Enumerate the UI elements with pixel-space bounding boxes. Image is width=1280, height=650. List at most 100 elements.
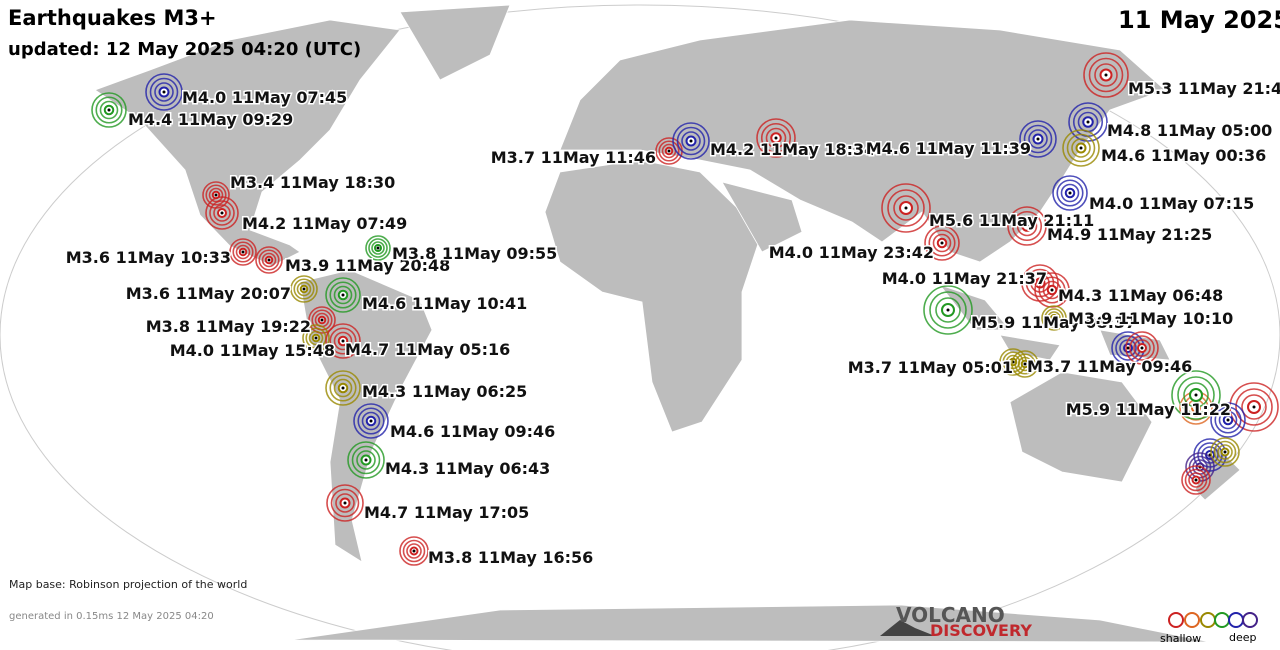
quake-marker — [1210, 437, 1240, 467]
dot — [1194, 478, 1198, 482]
ring — [330, 488, 360, 518]
quake-marker — [399, 536, 429, 566]
dot — [689, 139, 693, 143]
ring — [924, 225, 960, 261]
quake-marker — [325, 277, 361, 313]
ring — [329, 327, 357, 355]
quake-label: M3.7 11May 11:46 — [491, 148, 656, 167]
ring — [765, 127, 787, 149]
ring — [1011, 210, 1043, 242]
ring — [1014, 353, 1036, 375]
ring — [1083, 52, 1129, 98]
quake-marker — [302, 324, 330, 352]
ring — [1210, 402, 1246, 438]
ring — [1088, 57, 1124, 93]
dot — [1140, 346, 1144, 350]
quake-label: M4.0 11May 15:48 — [170, 341, 335, 360]
quake-layer: M4.0 11May 07:45 M4.4 11May 09:29 M3.4 11M… — [64, 52, 1280, 569]
ring — [1188, 472, 1204, 488]
quake-marker — [756, 118, 796, 158]
quake-marker — [326, 484, 364, 522]
ring — [929, 291, 967, 329]
quake-label: M4.0 11May 21:37 — [882, 269, 1047, 288]
ring — [91, 92, 127, 128]
quake-label: M3.8 11May 16:56 — [428, 548, 593, 567]
ring — [1060, 183, 1080, 203]
ring — [232, 241, 254, 263]
ring — [365, 235, 391, 261]
ring — [333, 331, 353, 351]
dot — [1104, 73, 1108, 77]
ring — [406, 543, 422, 559]
quake-label: M4.6 11May 11:39 — [866, 139, 1031, 158]
ring — [145, 73, 183, 111]
ring — [235, 244, 251, 260]
dot — [946, 308, 950, 312]
ring — [325, 370, 361, 406]
ring — [935, 297, 961, 323]
dot — [1223, 450, 1227, 454]
quake-label: M4.2 11May 07:49 — [242, 214, 407, 233]
dot — [1052, 316, 1056, 320]
quake-marker — [1229, 382, 1279, 432]
dot — [904, 206, 908, 210]
dot — [214, 193, 218, 197]
quake-label: M4.6 11May 10:41 — [362, 294, 527, 313]
dot — [1025, 224, 1029, 228]
ring — [1171, 370, 1221, 420]
ring — [333, 285, 353, 305]
logo-top: VOLCANO — [896, 603, 1005, 627]
quake-marker — [1125, 331, 1159, 365]
ring — [676, 126, 706, 156]
quake-marker — [923, 285, 973, 335]
ring — [1019, 120, 1057, 158]
ring — [1017, 356, 1033, 372]
quake-marker — [1019, 120, 1057, 158]
ring — [932, 233, 952, 253]
logo-bottom: DISCOVERY — [930, 621, 1032, 640]
ring — [361, 411, 381, 431]
quake-label: M4.3 11May 06:43 — [385, 459, 550, 478]
ring — [205, 184, 227, 206]
quake-marker — [365, 235, 391, 261]
ring — [229, 238, 257, 266]
dot — [1252, 405, 1256, 409]
ring — [335, 493, 355, 513]
quake-marker — [1210, 402, 1246, 438]
quake-marker — [145, 73, 183, 111]
quake-label: M4.8 11May 05:00 — [1107, 121, 1272, 140]
quake-marker — [1011, 350, 1039, 378]
ring — [99, 100, 119, 120]
depth-legend — [1168, 612, 1258, 628]
quake-label: M5.9 11May 08:37 — [971, 313, 1136, 332]
ring — [1213, 440, 1237, 464]
ring — [333, 378, 353, 398]
quake-marker — [1041, 305, 1067, 331]
ring — [1125, 331, 1159, 365]
dot — [1050, 288, 1054, 292]
quake-marker — [325, 323, 361, 359]
ring — [368, 238, 388, 258]
dot — [1194, 393, 1198, 397]
ring — [1007, 206, 1047, 246]
ring — [326, 484, 364, 522]
ring — [347, 441, 385, 479]
ring — [1052, 175, 1088, 211]
dot — [341, 293, 345, 297]
quake-marker — [1062, 129, 1100, 167]
ring — [923, 285, 973, 335]
quake-marker — [229, 238, 257, 266]
dot — [1036, 137, 1040, 141]
quake-label: M4.3 11May 06:48 — [1058, 286, 1223, 305]
dot — [1068, 191, 1072, 195]
ring — [1042, 280, 1062, 300]
quake-label: M3.8 11May 19:22 — [146, 317, 311, 336]
land — [94, 4, 1241, 643]
ring — [1181, 465, 1211, 495]
ring — [308, 306, 336, 334]
dot — [107, 108, 111, 112]
map-base: Map base: Robinson projection of the wor… — [9, 578, 247, 591]
ring — [1235, 388, 1273, 426]
quake-label: M4.0 11May 07:15 — [1089, 194, 1254, 213]
